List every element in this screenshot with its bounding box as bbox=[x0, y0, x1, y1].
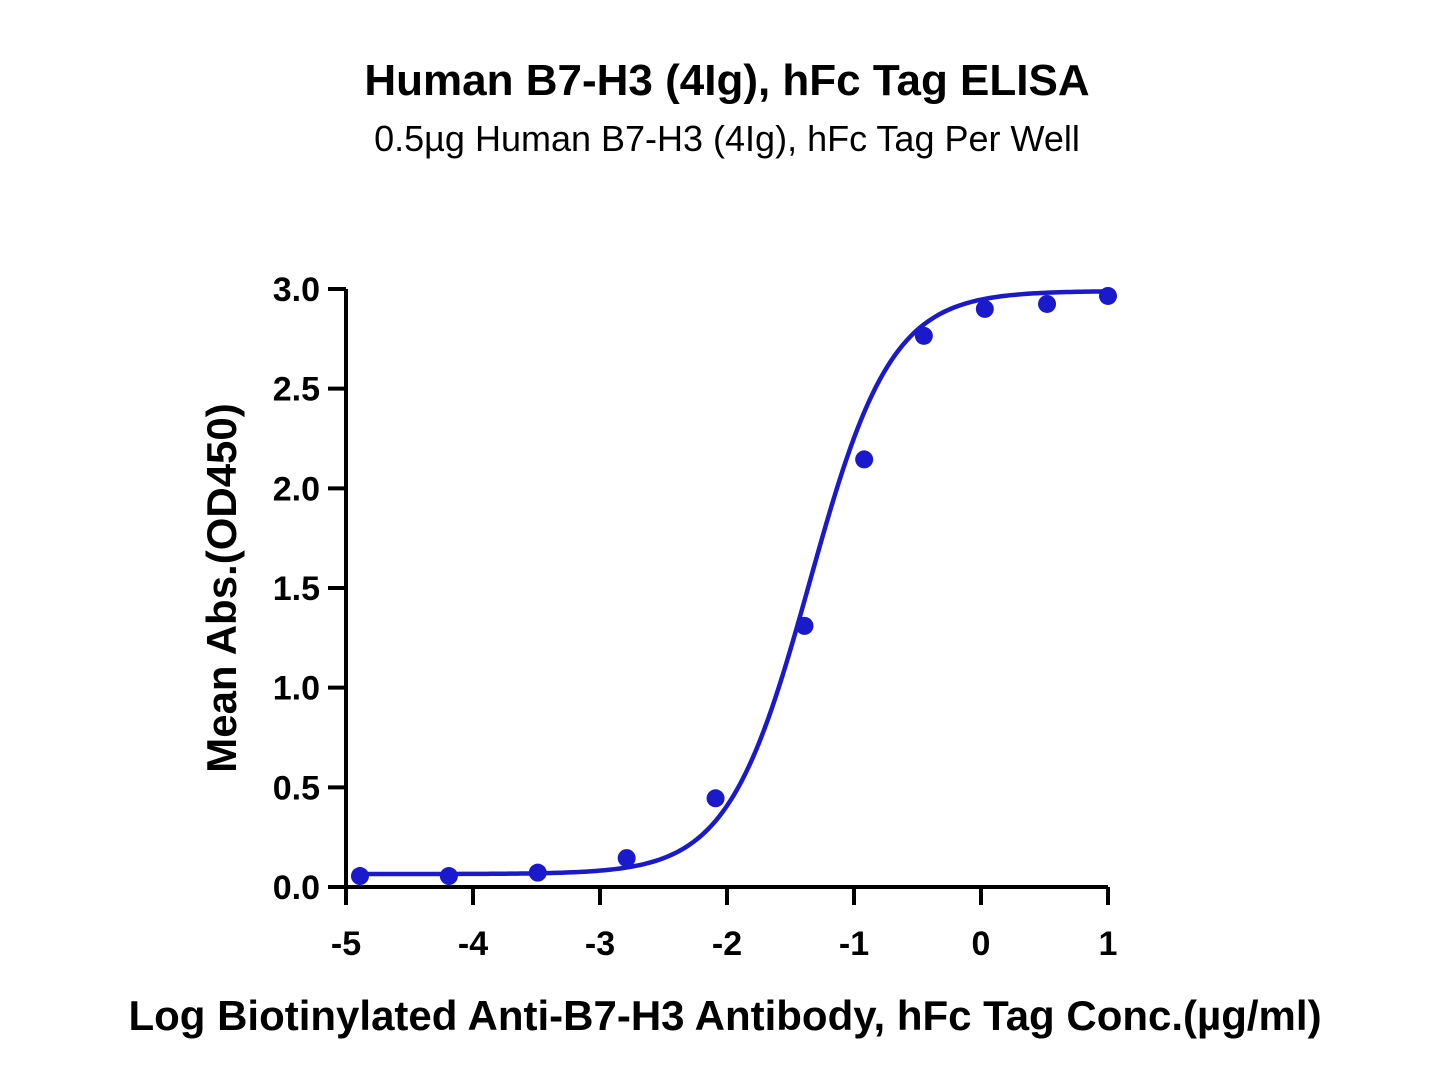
fit-curve-layer bbox=[359, 289, 1109, 877]
data-point bbox=[1099, 286, 1117, 305]
data-points bbox=[350, 286, 1117, 886]
x-tick-label: -4 bbox=[458, 925, 488, 963]
y-tick-label: 0.0 bbox=[273, 869, 320, 907]
data-point bbox=[706, 789, 725, 808]
x-tick-label: 1 bbox=[1099, 925, 1118, 963]
data-point bbox=[855, 450, 874, 469]
y-tick-label: 0.5 bbox=[273, 769, 320, 807]
y-tick-label: 1.0 bbox=[273, 670, 320, 708]
x-tick-label: 0 bbox=[972, 925, 991, 963]
y-tick-label: 2.0 bbox=[273, 470, 320, 508]
y-axis: 0.0 0.5 1.0 1.5 2.0 2.5 3.0 bbox=[273, 271, 348, 907]
x-axis: -5 -4 -3 -2 -1 0 1 bbox=[331, 885, 1118, 963]
y-tick-label: 2.5 bbox=[273, 371, 320, 409]
data-point bbox=[795, 616, 814, 635]
chart-title: Human B7-H3 (4Ig), hFc Tag ELISA bbox=[364, 56, 1089, 105]
data-point bbox=[1038, 294, 1057, 313]
data-point bbox=[439, 867, 458, 886]
data-point bbox=[975, 299, 994, 318]
x-tick-label: -5 bbox=[331, 925, 361, 963]
chart-subtitle: 0.5µg Human B7-H3 (4Ig), hFc Tag Per Wel… bbox=[374, 118, 1080, 159]
x-tick-label: -1 bbox=[839, 925, 869, 963]
fit-curve-line bbox=[359, 289, 1109, 877]
data-point bbox=[350, 867, 369, 886]
x-tick-label: -2 bbox=[712, 925, 742, 963]
x-tick-label: -3 bbox=[585, 925, 615, 963]
data-point bbox=[528, 863, 547, 882]
y-axis-title: Mean Abs.(OD450) bbox=[198, 403, 245, 773]
x-axis-title: Log Biotinylated Anti-B7-H3 Antibody, hF… bbox=[128, 992, 1321, 1039]
y-tick-label: 1.5 bbox=[273, 570, 320, 608]
data-point bbox=[617, 849, 636, 868]
y-tick-label: 3.0 bbox=[273, 271, 320, 309]
data-point bbox=[914, 326, 933, 345]
